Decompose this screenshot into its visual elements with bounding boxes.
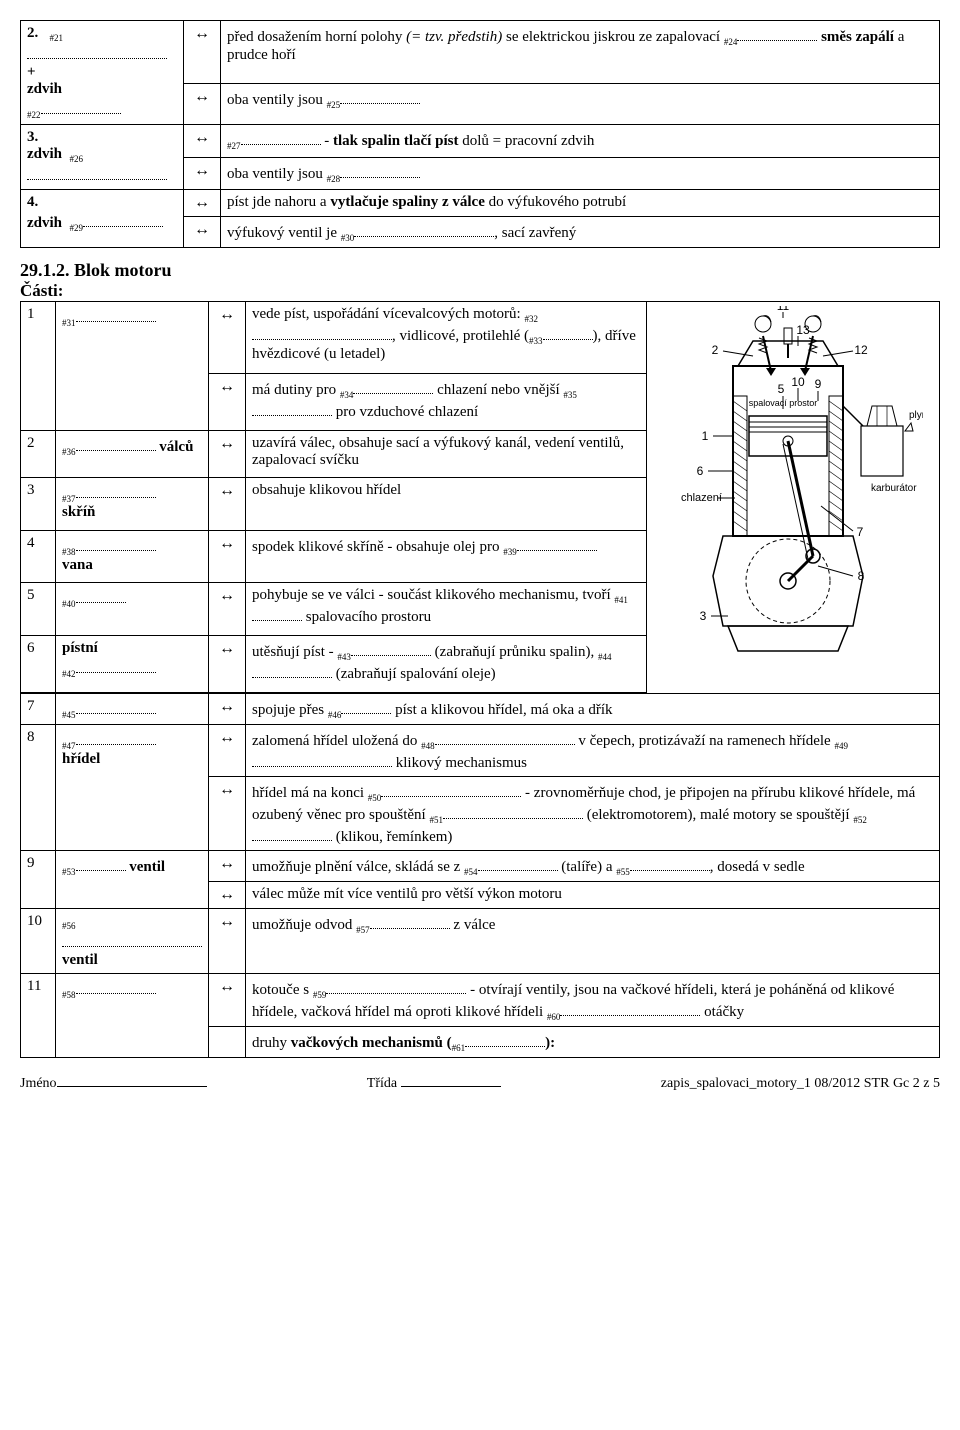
part-3-label: #37skříň: [56, 478, 209, 531]
part-4-label: #38vana: [56, 530, 209, 583]
zdvih-2-label: 2. #21 + zdvih #22: [21, 21, 184, 125]
part-10-row-0: umožňuje odvod #57 z válce: [246, 909, 940, 974]
arrow-icon: ↔: [209, 583, 246, 636]
zdvih-4-label: 4. zdvih #29: [21, 190, 184, 248]
arrow-icon: ↔: [209, 302, 246, 374]
arrow-icon: ↔: [209, 777, 246, 851]
row-num: 10: [21, 909, 56, 974]
part-7-label: #45: [56, 694, 209, 725]
part-8-row-0: zalomená hřídel uložená do #48 v čepech,…: [246, 725, 940, 777]
part-11-label: #58: [56, 974, 209, 1058]
arrow-icon: ↔: [209, 974, 246, 1027]
engine-diagram-svg: 11 2 12 13 1 6 5 9 10 7 8 3 spalovací pr…: [653, 306, 923, 686]
row-num: 3: [21, 478, 56, 531]
zdvih-table: 2. #21 + zdvih #22 ↔ před dosažením horn…: [20, 20, 940, 248]
row-num: 1: [21, 302, 56, 431]
arrow-icon: ↔: [184, 84, 221, 125]
svg-text:10: 10: [791, 375, 805, 389]
svg-text:chlazení: chlazení: [681, 492, 722, 504]
row-num: 2: [21, 431, 56, 478]
arrow-icon: ↔: [209, 851, 246, 882]
part-6-label: pístní#42: [56, 636, 209, 693]
section-title: 29.1.2. Blok motoru: [20, 260, 940, 281]
svg-text:2: 2: [712, 343, 719, 357]
part-1-label: #31: [56, 302, 209, 431]
zdvih-3-label: 3. zdvih #26: [21, 125, 184, 190]
row-num: 4: [21, 530, 56, 583]
part-4-row-0: spodek klikové skříně - obsahuje olej pr…: [246, 530, 647, 583]
part-10-label: #56ventil: [56, 909, 209, 974]
svg-text:1: 1: [702, 429, 709, 443]
svg-text:6: 6: [697, 464, 704, 478]
arrow-icon: ↔: [184, 125, 221, 158]
arrow-icon: ↔: [209, 882, 246, 909]
svg-text:spalovací prostor: spalovací prostor: [749, 398, 818, 408]
row-num: 11: [21, 974, 56, 1058]
arrow-icon: ↔: [184, 217, 221, 248]
arrow-icon: ↔: [209, 725, 246, 777]
arrow-icon: ↔: [184, 21, 221, 84]
part-9-label: #53 ventil: [56, 851, 209, 909]
arrow-icon: ↔: [209, 636, 246, 693]
part-3-row-0: obsahuje klikovou hřídel: [246, 478, 647, 531]
svg-text:3: 3: [700, 609, 707, 623]
part-6-row-0: utěsňují píst - #43 (zabraňují průniku s…: [246, 636, 647, 693]
zdvih-3-cell-0: #27 - tlak spalin tlačí píst dolů = prac…: [221, 125, 940, 158]
parts-table: 1 #31 ↔ vede píst, uspořádání vícevalcov…: [20, 301, 940, 1058]
svg-text:11: 11: [777, 306, 790, 313]
svg-text:13: 13: [796, 323, 810, 337]
arrow-icon: ↔: [209, 431, 246, 478]
arrow-icon: ↔: [184, 190, 221, 217]
arrow-spacer: [209, 1027, 246, 1058]
arrow-icon: ↔: [209, 374, 246, 431]
part-9-row-1: válec může mít více ventilů pro větší vý…: [246, 882, 940, 909]
part-11-row-0: kotouče s #59 - otvírají ventily, jsou n…: [246, 974, 940, 1027]
part-9-row-0: umožňuje plnění válce, skládá se z #54 (…: [246, 851, 940, 882]
row-num: 5: [21, 583, 56, 636]
part-8-row-1: hřídel má na konci #50 - zrovnoměrňuje c…: [246, 777, 940, 851]
row-num: 6: [21, 636, 56, 693]
part-8-label: #47hřídel: [56, 725, 209, 851]
part-11-row-1: druhy vačkových mechanismů (#61):: [246, 1027, 940, 1058]
svg-text:9: 9: [815, 377, 822, 391]
part-2-label: #36 válců: [56, 431, 209, 478]
parts-label: Části:: [20, 281, 940, 301]
arrow-icon: ↔: [209, 478, 246, 531]
svg-text:8: 8: [858, 569, 865, 583]
zdvih-4-cell-1: výfukový ventil je #30, sací zavřený: [221, 217, 940, 248]
part-2-row-0: uzavírá válec, obsahuje sací a výfukový …: [246, 431, 647, 478]
zdvih-2-cell-1: oba ventily jsou #25: [221, 84, 940, 125]
page-footer: Jméno Třída zapis_spalovaci_motory_1 08/…: [20, 1076, 940, 1092]
part-5-row-0: pohybuje se ve válci - součást klikového…: [246, 583, 647, 636]
arrow-icon: ↔: [209, 694, 246, 725]
svg-text:plyn: plyn: [909, 410, 923, 421]
part-5-label: #40: [56, 583, 209, 636]
zdvih-2-cell-0: před dosažením horní polohy (= tzv. před…: [221, 21, 940, 84]
svg-text:5: 5: [778, 382, 785, 396]
arrow-icon: ↔: [209, 909, 246, 974]
arrow-icon: ↔: [184, 157, 221, 190]
part-7-row-0: spojuje přes #46 píst a klikovou hřídel,…: [246, 694, 940, 725]
zdvih-3-cell-1: oba ventily jsou #28: [221, 157, 940, 190]
row-num: 8: [21, 725, 56, 851]
row-num: 9: [21, 851, 56, 909]
row-num: 7: [21, 694, 56, 725]
zdvih-4-cell-0: píst jde nahoru a vytlačuje spaliny z vá…: [221, 190, 940, 217]
part-1-row-0: vede píst, uspořádání vícevalcových moto…: [246, 302, 647, 374]
svg-text:12: 12: [854, 343, 868, 357]
svg-text:7: 7: [857, 525, 864, 539]
part-1-row-1: má dutiny pro #34 chlazení nebo vnější #…: [246, 374, 647, 431]
svg-text:karburátor: karburátor: [871, 483, 917, 494]
arrow-icon: ↔: [209, 530, 246, 583]
engine-diagram-cell: 11 2 12 13 1 6 5 9 10 7 8 3 spalovací pr…: [647, 302, 940, 694]
